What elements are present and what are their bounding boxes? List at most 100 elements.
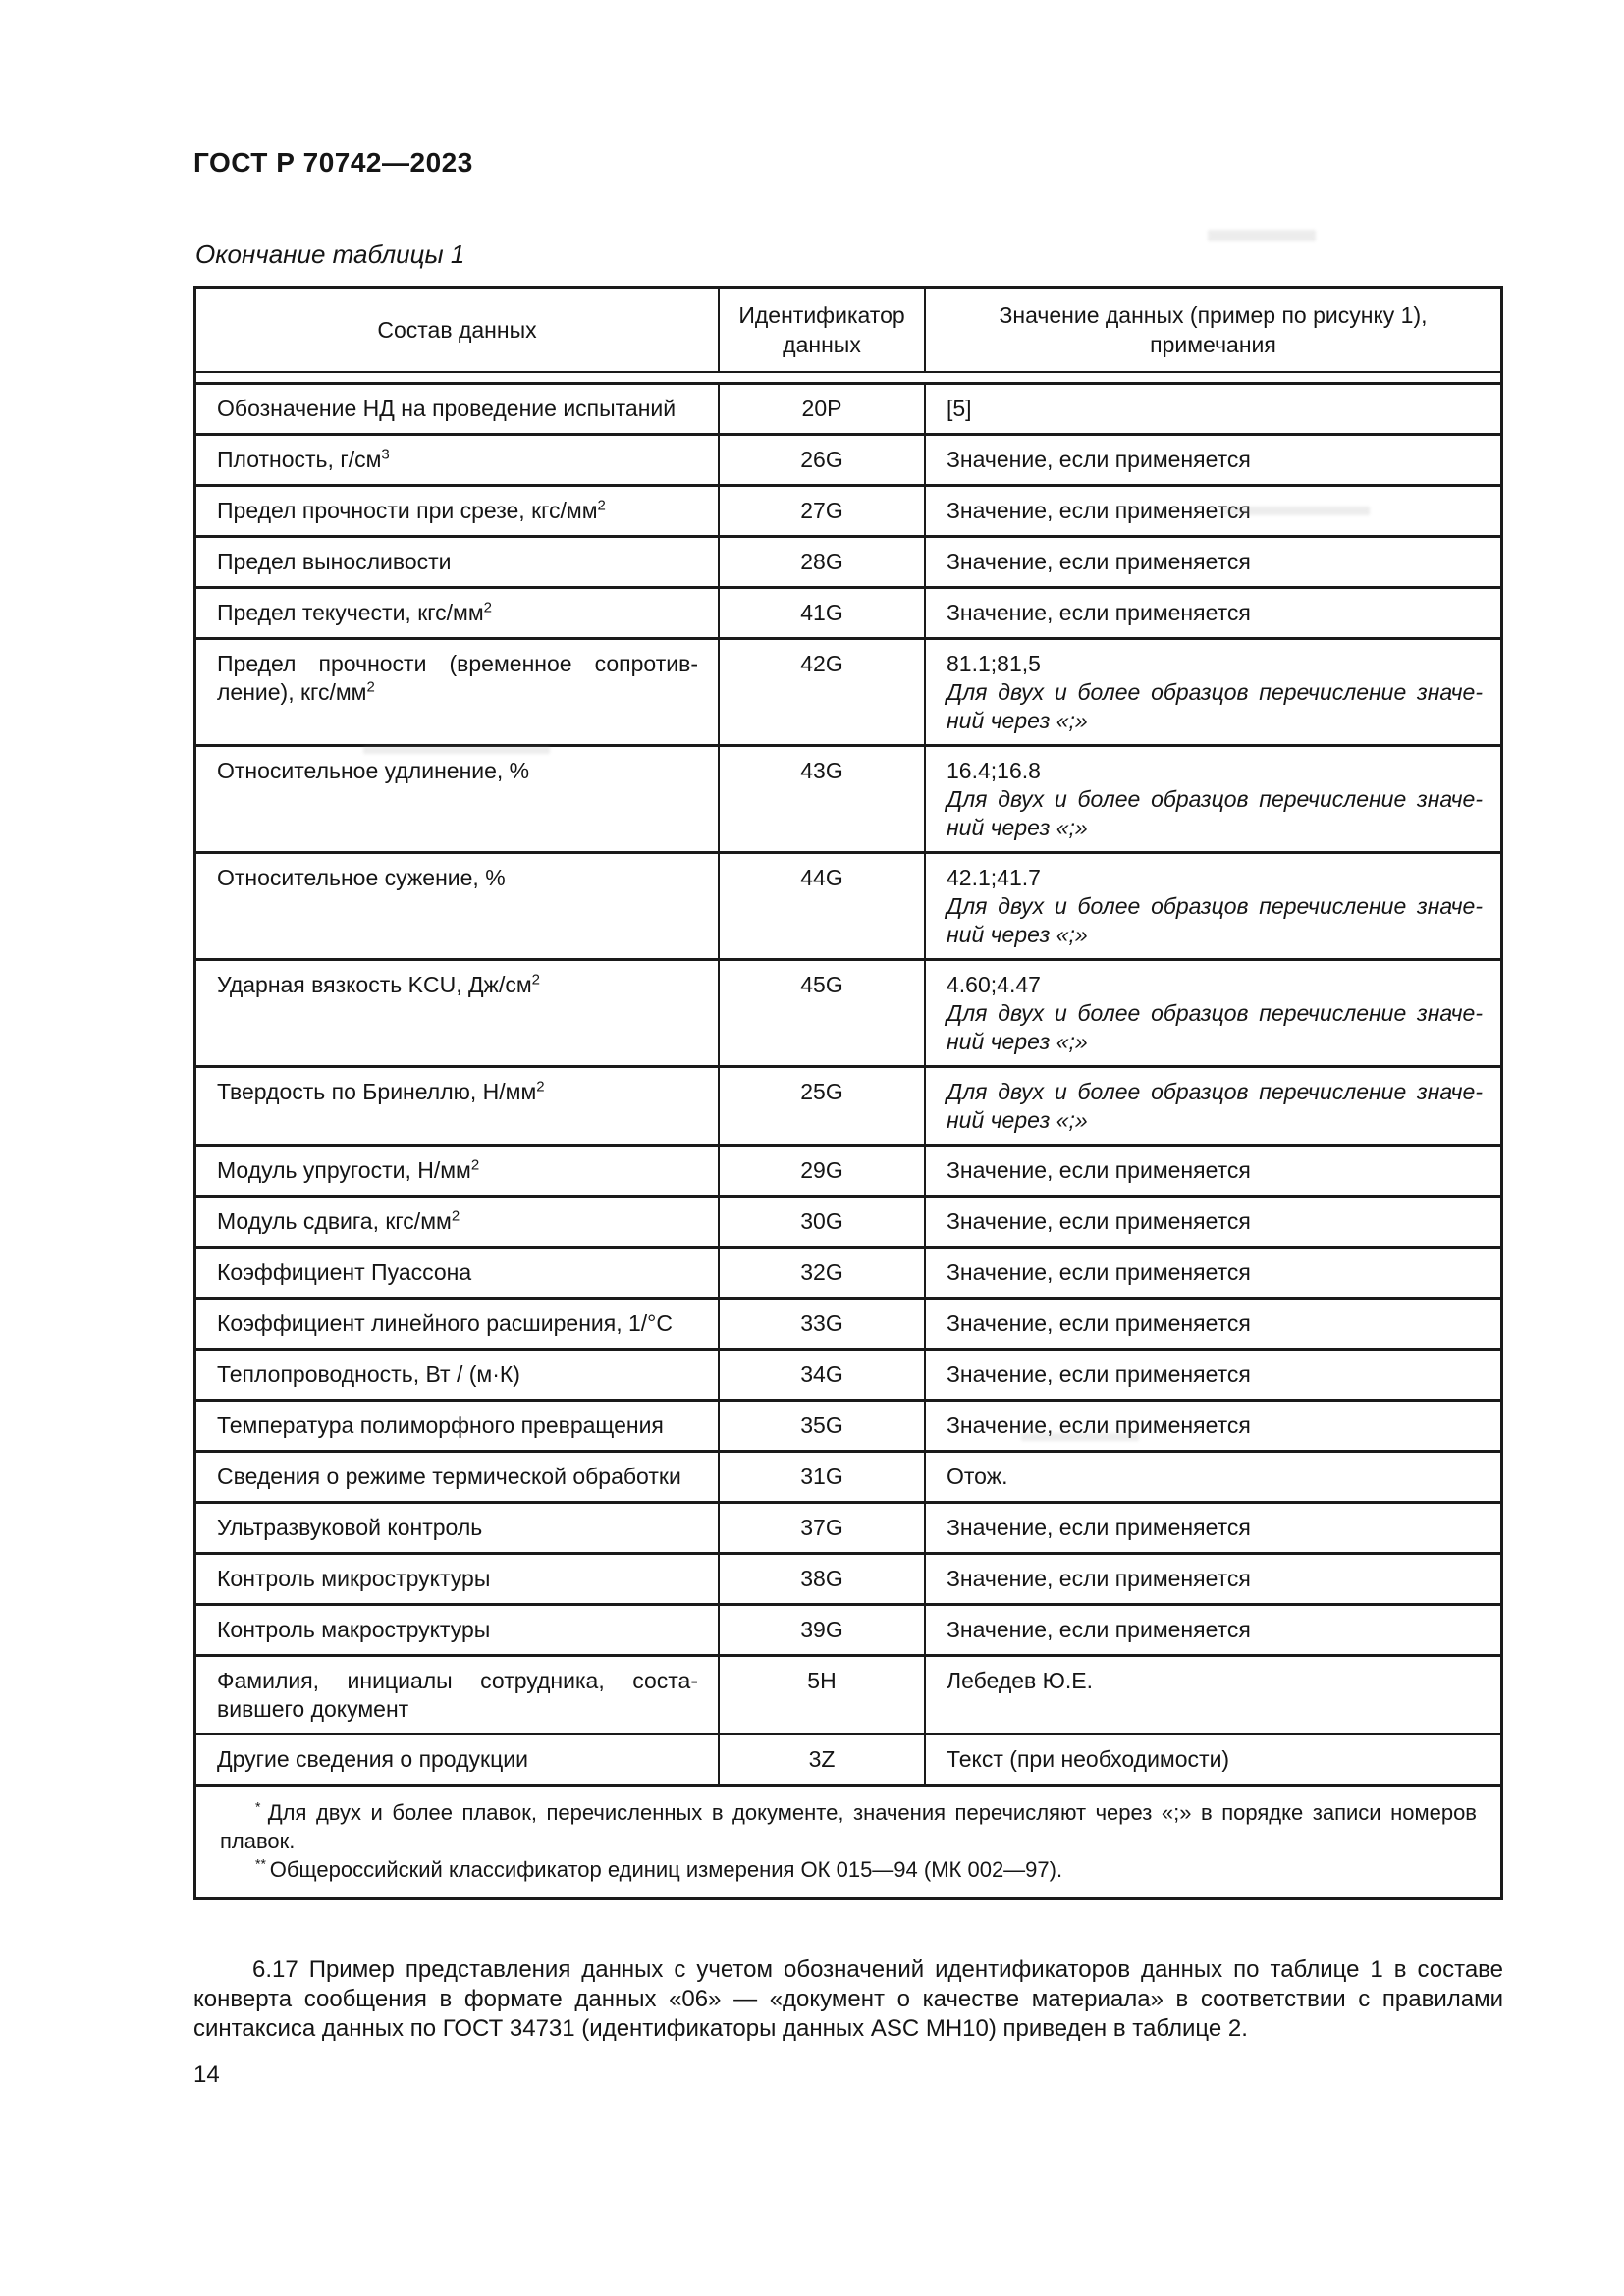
row-value-cell: Отож. xyxy=(924,1453,1500,1501)
row-value-cell: Значение, если применяется xyxy=(924,1351,1500,1399)
row-value-cell: Значение, если применяется xyxy=(924,538,1500,586)
table-row-26G: Плотность, г/см3 26G Значение, если примен… xyxy=(196,433,1500,484)
paragraph-6-17: 6.17 Пример представления данных с учето… xyxy=(193,1956,1503,2042)
row-name-cell: Относительное удлинение, % xyxy=(217,758,530,783)
row-name-cell: Относительное сужение, % xyxy=(217,865,506,890)
scan-artifact xyxy=(1208,230,1316,241)
row-value-cell: Значение, если применяется xyxy=(924,1504,1500,1552)
row-name-cell: Коэффициент линейного расширения, 1/°С xyxy=(217,1310,673,1336)
table-row-35G: Температура полиморфного превращения 35G З… xyxy=(196,1399,1500,1450)
row-name-cell: Модуль упругости, Н/мм2 xyxy=(217,1156,480,1183)
table-row-38G: Контроль микроструктуры 38G Значение, если… xyxy=(196,1552,1500,1603)
scan-artifact xyxy=(1021,1433,1139,1441)
row-identifier-cell: 26G xyxy=(718,436,924,484)
row-identifier-cell: 38G xyxy=(718,1555,924,1603)
row-name-cell: Контроль макроструктуры xyxy=(217,1617,491,1642)
row-name-cell: Предел прочности (временное сопротив­лен… xyxy=(217,651,698,705)
row-value-cell: Значение, если применяется xyxy=(924,1249,1500,1297)
row-value-cell: 16.4;16.8 Для двух и более образцов переч… xyxy=(924,747,1500,851)
row-name-cell: Коэффициент Пуассона xyxy=(217,1259,472,1285)
row-identifier-cell: 34G xyxy=(718,1351,924,1399)
row-value-cell: Для двух и более образцов перечисление з… xyxy=(924,1068,1500,1144)
row-name-cell: Обозначение НД на проведение испытаний xyxy=(217,396,677,421)
table-row-28G: Предел выносливости 28G Значение, если при… xyxy=(196,535,1500,586)
row-identifier-cell: 33G xyxy=(718,1300,924,1348)
row-identifier-cell: 27G xyxy=(718,487,924,535)
document-page: ГОСТ Р 70742—2023 Окончание таблицы 1 Со… xyxy=(193,147,1503,2044)
row-value-cell: 4.60;4.47 Для двух и более образцов переч… xyxy=(924,961,1500,1065)
row-identifier-cell: 35G xyxy=(718,1402,924,1450)
table-row-33G: Коэффициент линейного расширения, 1/°С 33… xyxy=(196,1297,1500,1348)
header-col-value: Значение данных (пример по рисунку 1), п… xyxy=(924,289,1500,371)
row-name-cell: Предел текучести, кгс/мм2 xyxy=(217,599,492,625)
row-identifier-cell: 41G xyxy=(718,589,924,637)
row-identifier-cell: 31G xyxy=(718,1453,924,1501)
row-identifier-cell: 42G xyxy=(718,640,924,744)
table-row-31G: Сведения о режиме термической обработки 3… xyxy=(196,1450,1500,1501)
table-row-45G: Ударная вязкость KCU, Дж/см2 45G 4.60;4.47… xyxy=(196,958,1500,1065)
table-row-43G: Относительное удлинение, % 43G 16.4;16.8 Дл… xyxy=(196,744,1500,851)
row-name-cell: Температура полиморфного превращения xyxy=(217,1413,664,1438)
row-value-cell: Значение, если применяется xyxy=(924,1555,1500,1603)
row-identifier-cell: 44G xyxy=(718,854,924,958)
row-name-cell: Ударная вязкость KCU, Дж/см2 xyxy=(217,971,540,997)
row-name-cell: Ультразвуковой контроль xyxy=(217,1515,483,1540)
row-identifier-cell: 29G xyxy=(718,1147,924,1195)
row-identifier-cell: 43G xyxy=(718,747,924,851)
row-value-cell: Значение, если применяется xyxy=(924,1198,1500,1246)
data-table: Состав данных Идентификатор данных Значе… xyxy=(193,286,1503,1900)
row-value-cell: 81.1;81,5 Для двух и более образцов переч… xyxy=(924,640,1500,744)
header-col-identifier: Идентификатор данных xyxy=(718,289,924,371)
row-name-cell: Теплопроводность, Вт / (м·К) xyxy=(217,1362,520,1387)
row-identifier-cell: 25G xyxy=(718,1068,924,1144)
row-value-cell: Значение, если применяется xyxy=(924,1300,1500,1348)
table-footnotes: * Для двух и более плавок, перечисленных… xyxy=(196,1784,1500,1897)
row-value-cell: Лебедев Ю.Е. xyxy=(924,1657,1500,1733)
row-identifier-cell: 32G xyxy=(718,1249,924,1297)
row-identifier-cell: 20P xyxy=(718,385,924,433)
header-double-rule xyxy=(196,371,1500,382)
table-row-37G: Ультразвуковой контроль 37G Значение, если… xyxy=(196,1501,1500,1552)
row-name-cell: Контроль микроструктуры xyxy=(217,1566,491,1591)
table-row-5H: Фамилия, инициалы сотрудника, соста­вивш… xyxy=(196,1654,1500,1733)
table-row-25G: Твердость по Бринеллю, Н/мм2 25G Для двух … xyxy=(196,1065,1500,1144)
row-name-cell: Модуль сдвига, кгс/мм2 xyxy=(217,1207,460,1234)
table-row-27G: Предел прочности при срезе, кгс/мм2 27G Зн… xyxy=(196,484,1500,535)
table-row-3Z: Другие сведения о продукции 3Z Текст (при … xyxy=(196,1733,1500,1784)
row-identifier-cell: 30G xyxy=(718,1198,924,1246)
row-value-cell: Значение, если применяется xyxy=(924,1147,1500,1195)
page-number: 14 xyxy=(193,2061,220,2088)
row-name-cell: Предел прочности при срезе, кгс/мм2 xyxy=(217,497,606,523)
doc-code: ГОСТ Р 70742—2023 xyxy=(193,147,473,178)
row-name-cell: Плотность, г/см3 xyxy=(217,446,390,472)
row-identifier-cell: 39G xyxy=(718,1606,924,1654)
row-value-cell: [5] xyxy=(924,385,1500,433)
table-row-32G: Коэффициент Пуассона 32G Значение, если пр… xyxy=(196,1246,1500,1297)
header-col-composition: Состав данных xyxy=(377,317,537,343)
table-body: Обозначение НД на проведение испытаний 20… xyxy=(196,382,1500,1784)
row-identifier-cell: 37G xyxy=(718,1504,924,1552)
table-row-39G: Контроль макроструктуры 39G Значение, если… xyxy=(196,1603,1500,1654)
row-value-cell: Значение, если применяется xyxy=(924,487,1500,535)
row-name-cell: Сведения о режиме термической обработки xyxy=(217,1464,681,1489)
row-name-cell: Твердость по Бринеллю, Н/мм2 xyxy=(217,1078,545,1104)
row-name-cell: Фамилия, инициалы сотрудника, соста­вивш… xyxy=(217,1668,698,1722)
row-identifier-cell: 3Z xyxy=(718,1735,924,1784)
footnote: * Для двух и более плавок, перечисленных… xyxy=(220,1798,1477,1853)
scan-artifact xyxy=(1222,507,1370,515)
scan-artifact xyxy=(363,746,550,754)
table-row-20P: Обозначение НД на проведение испытаний 20… xyxy=(196,382,1500,433)
row-identifier-cell: 45G xyxy=(718,961,924,1065)
table-row-34G: Теплопроводность, Вт / (м·К) 34G Значение,… xyxy=(196,1348,1500,1399)
table-row-44G: Относительное сужение, % 44G 42.1;41.7 Для … xyxy=(196,851,1500,958)
table-row-42G: Предел прочности (временное сопротив­лен… xyxy=(196,637,1500,744)
row-name-cell: Другие сведения о продукции xyxy=(217,1746,528,1772)
row-value-cell: Значение, если применяется xyxy=(924,1606,1500,1654)
footnote: ** Общероссийский классификатор единиц и… xyxy=(255,1855,1063,1882)
table-caption: Окончание таблицы 1 xyxy=(195,240,465,269)
row-value-cell: 42.1;41.7 Для двух и более образцов переч… xyxy=(924,854,1500,958)
row-value-cell: Значение, если применяется xyxy=(924,589,1500,637)
row-identifier-cell: 28G xyxy=(718,538,924,586)
row-value-cell: Текст (при необходимости) xyxy=(924,1735,1500,1784)
table-row-30G: Модуль сдвига, кгс/мм2 30G Значение, если … xyxy=(196,1195,1500,1246)
